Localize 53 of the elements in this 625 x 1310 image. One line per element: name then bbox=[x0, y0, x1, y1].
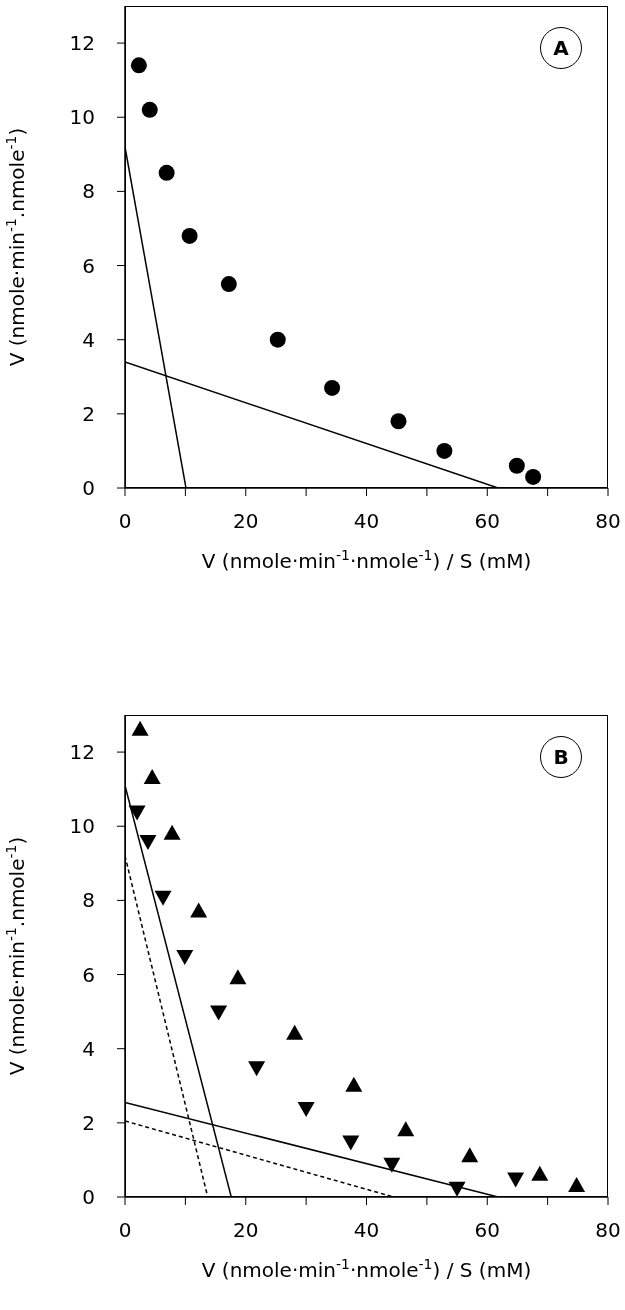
y-tick-label: 6 bbox=[82, 253, 95, 278]
point bbox=[269, 331, 286, 348]
x-axis-title: V (nmole·min$^{-1}$·nmole$^{-1}$) / S (mM) bbox=[201, 1256, 532, 1282]
y-tick-label: 0 bbox=[82, 476, 95, 500]
point bbox=[525, 468, 542, 485]
x-tick-label: 40 bbox=[353, 1218, 380, 1242]
point bbox=[229, 969, 247, 985]
y-tick-label: 8 bbox=[82, 888, 95, 913]
y-tick-label: 8 bbox=[82, 179, 95, 204]
x-tick-label: 0 bbox=[118, 509, 132, 533]
y-tick-label: 4 bbox=[82, 327, 95, 352]
point bbox=[143, 769, 161, 785]
point bbox=[383, 1157, 401, 1173]
point bbox=[130, 57, 147, 74]
point bbox=[131, 720, 149, 736]
y-tick-label: 2 bbox=[82, 1110, 95, 1135]
x-tick-label: 20 bbox=[233, 1218, 259, 1242]
y-tick-label: 6 bbox=[82, 962, 95, 987]
point bbox=[154, 890, 172, 906]
point bbox=[163, 824, 181, 840]
point bbox=[158, 164, 175, 181]
x-tick-label: 20 bbox=[233, 509, 259, 533]
y-tick-label: 4 bbox=[82, 1036, 95, 1061]
x-tick-label: 60 bbox=[474, 509, 500, 533]
point bbox=[324, 379, 341, 396]
x-tick-label: 80 bbox=[595, 509, 621, 533]
y-tick-label: 10 bbox=[69, 814, 95, 839]
point bbox=[141, 101, 158, 118]
x-tick-label: 0 bbox=[118, 1218, 132, 1242]
point bbox=[297, 1102, 315, 1118]
y-tick-label: 12 bbox=[69, 740, 95, 765]
annotation: A bbox=[553, 36, 569, 60]
y-tick-label: 0 bbox=[82, 1185, 95, 1209]
point bbox=[436, 442, 453, 459]
y-tick-label: 10 bbox=[69, 105, 95, 130]
point bbox=[190, 902, 208, 918]
point bbox=[390, 413, 407, 430]
x-axis-title: V (nmole·min$^{-1}$·nmole$^{-1}$) / S (mM) bbox=[201, 547, 532, 573]
point bbox=[220, 276, 237, 293]
point bbox=[176, 950, 194, 965]
x-tick-label: 60 bbox=[474, 1218, 500, 1242]
x-tick-label: 40 bbox=[353, 509, 380, 533]
point bbox=[448, 1181, 466, 1197]
y-tick-label: 12 bbox=[69, 31, 95, 56]
point bbox=[210, 1005, 228, 1021]
x-tick-label: 80 bbox=[595, 1218, 621, 1242]
y-tick-label: 2 bbox=[82, 401, 95, 426]
point bbox=[508, 457, 525, 474]
point bbox=[507, 1172, 525, 1188]
point bbox=[342, 1135, 360, 1151]
point bbox=[181, 227, 198, 244]
point bbox=[248, 1061, 266, 1077]
annotation: B bbox=[553, 745, 569, 769]
